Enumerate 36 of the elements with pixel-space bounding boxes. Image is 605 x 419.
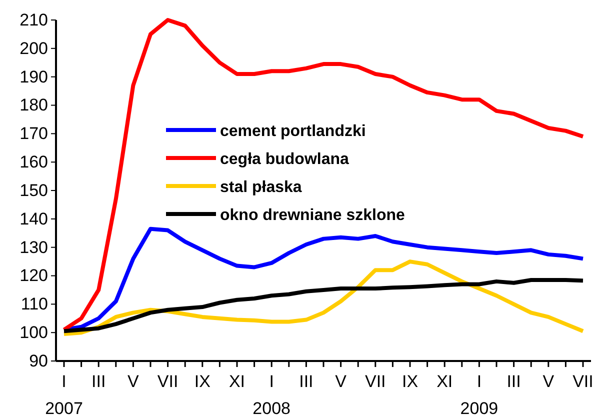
y-tick-label: 160 bbox=[20, 152, 48, 172]
y-tick-label: 170 bbox=[20, 124, 48, 144]
x-tick-label: IX bbox=[194, 372, 210, 391]
y-tick-label: 120 bbox=[20, 266, 48, 286]
x-tick-label: XI bbox=[436, 372, 453, 391]
x-tick-label: I 2008 bbox=[252, 372, 291, 418]
x-tick-label: VII bbox=[157, 372, 178, 391]
legend-label: cegła budowlana bbox=[220, 151, 350, 168]
legend-label: stal płaska bbox=[220, 179, 302, 196]
x-tick-label: I 2007 bbox=[45, 372, 83, 418]
legend-label: okno drewniane szklone bbox=[220, 207, 406, 224]
x-tick-label: V bbox=[335, 372, 348, 391]
legend-label: cement portlandzki bbox=[220, 123, 366, 140]
y-tick-label: 200 bbox=[20, 38, 48, 58]
y-tick-label: 140 bbox=[20, 209, 48, 228]
x-tick-label: III bbox=[92, 372, 106, 391]
line-series bbox=[62, 278, 585, 334]
y-tick-label: 130 bbox=[20, 238, 48, 257]
y-tick-label: 150 bbox=[20, 180, 48, 200]
x-tick-label: IX bbox=[402, 372, 418, 391]
y-tick-label: 100 bbox=[20, 323, 48, 342]
y-tick-label: 210 bbox=[20, 10, 48, 30]
y-tick-label: 90 bbox=[29, 351, 48, 370]
x-tick-label: I 2009 bbox=[460, 372, 498, 418]
x-tick-label: III bbox=[506, 372, 521, 391]
line-series bbox=[62, 18, 585, 332]
x-tick-label: VII bbox=[365, 372, 386, 391]
y-tick-label: 110 bbox=[20, 294, 48, 314]
x-tick-label: V bbox=[542, 372, 555, 391]
x-tick-label: III bbox=[299, 372, 314, 391]
x-tick-label: V bbox=[128, 372, 140, 391]
y-tick-label: 180 bbox=[20, 96, 48, 115]
y-tick-label: 190 bbox=[20, 67, 48, 86]
x-tick-label: VII bbox=[572, 372, 594, 391]
x-tick-label: XI bbox=[228, 372, 246, 391]
line-series bbox=[62, 260, 585, 336]
